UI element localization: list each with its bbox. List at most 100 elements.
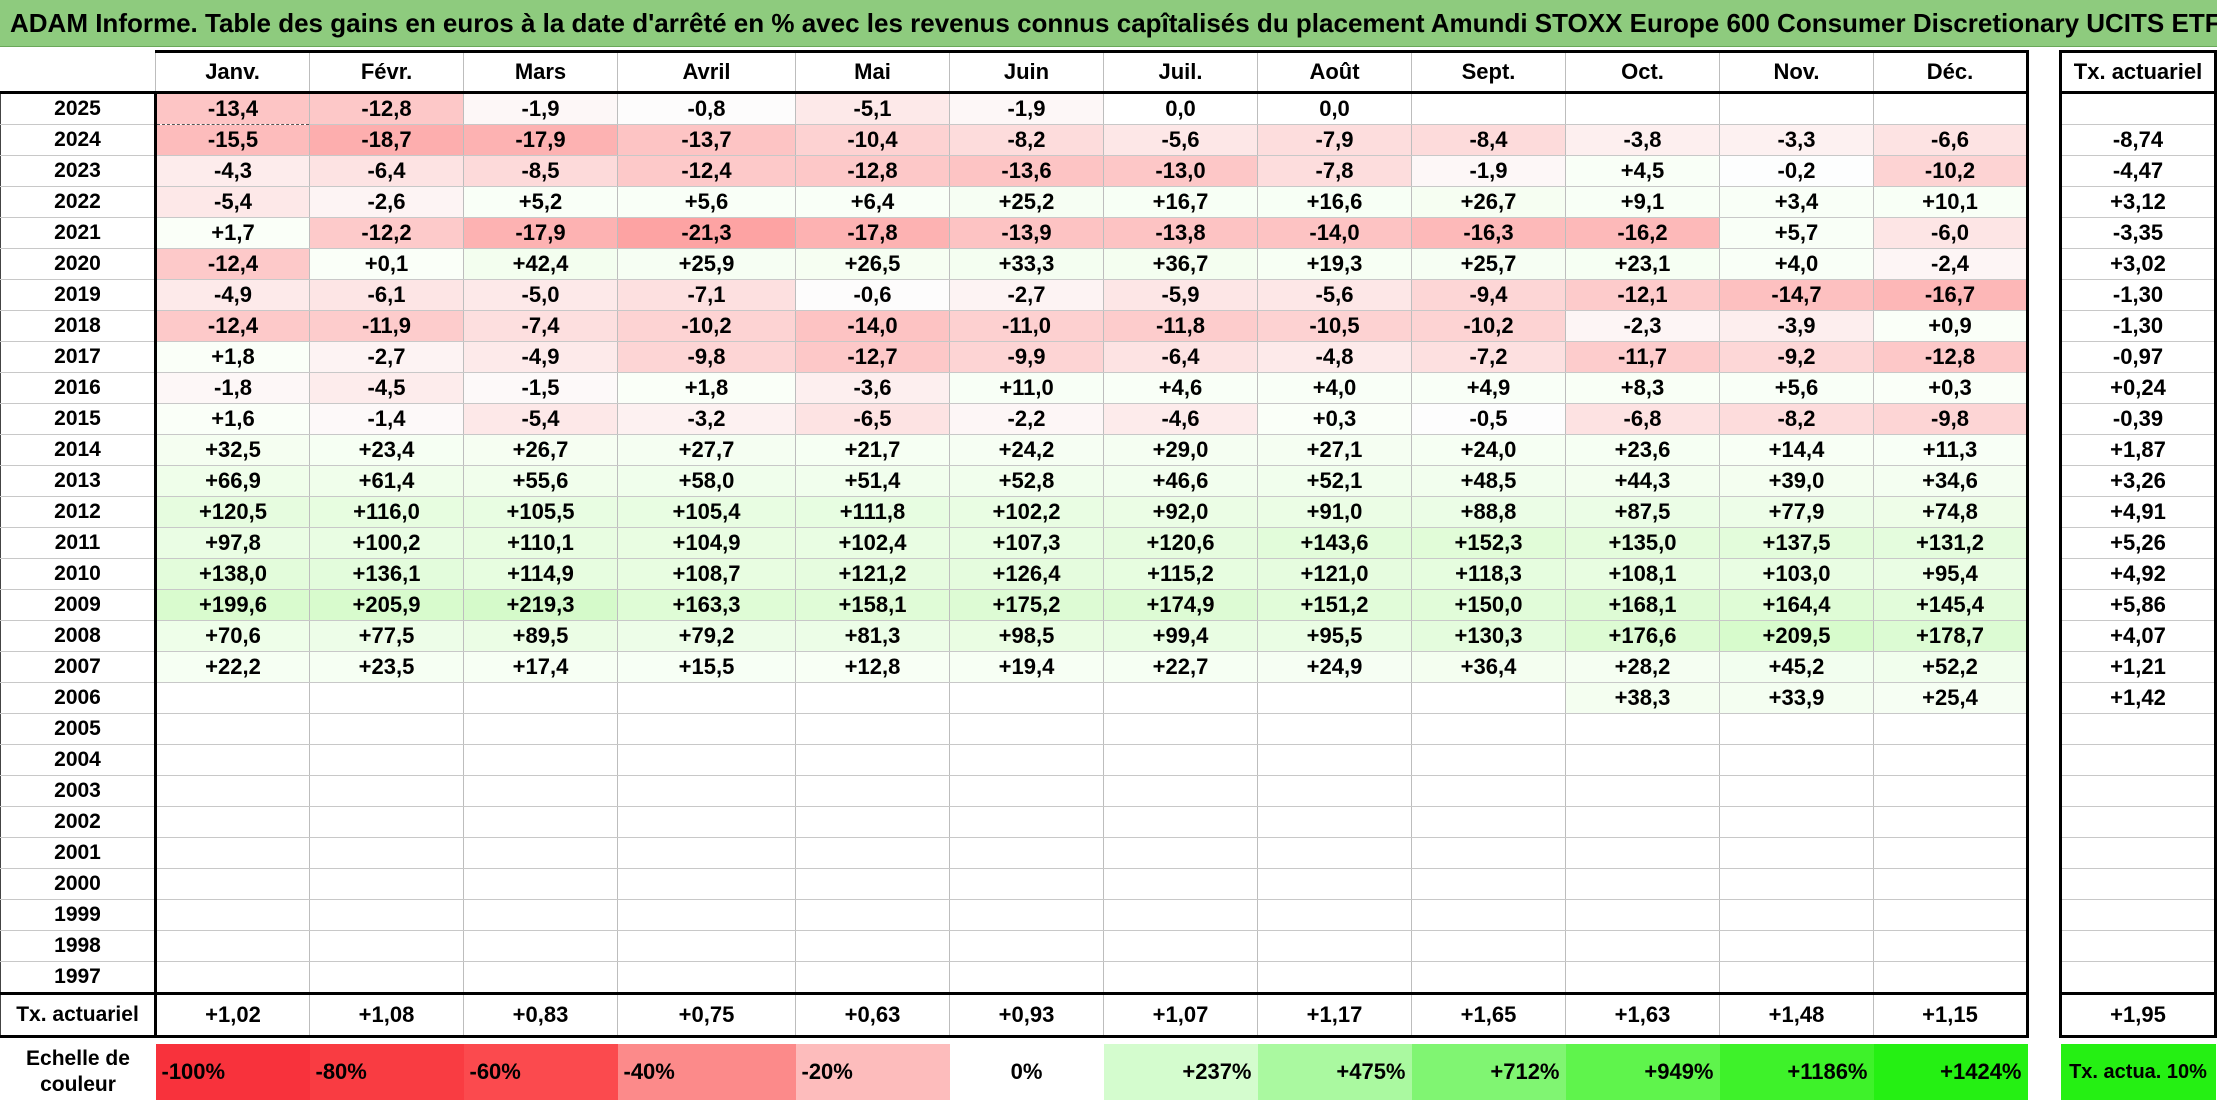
- gain-cell: +219,3: [463, 589, 618, 621]
- gain-cell: [155, 775, 310, 807]
- total-cell: +1,63: [1565, 992, 1720, 1038]
- table-row: 2024 -15,5 -18,7 -17,9 -13,7 -10,4 -8,2 -5,6 -7,…: [0, 124, 2029, 156]
- gain-cell: [155, 744, 310, 776]
- rate-row: +5,26: [2059, 527, 2217, 559]
- gain-cell: +27,7: [617, 434, 796, 466]
- gain-cell: [1565, 868, 1720, 900]
- rate-cell: -3,35: [2059, 217, 2217, 249]
- gain-cell: +145,4: [1873, 589, 2029, 621]
- gain-cell: +91,0: [1257, 496, 1412, 528]
- gain-cell: +0,1: [309, 248, 464, 280]
- gain-cell: [1103, 868, 1258, 900]
- gain-cell: -17,9: [463, 217, 618, 249]
- gain-cell: +4,0: [1257, 372, 1412, 404]
- gain-cell: +0,3: [1257, 403, 1412, 435]
- gain-cell: [1565, 713, 1720, 745]
- gain-cell: -12,4: [155, 248, 310, 280]
- year-label: 2023: [0, 155, 157, 187]
- gain-cell: +116,0: [309, 496, 464, 528]
- gain-cell: +102,4: [795, 527, 950, 559]
- gain-cell: -5,6: [1103, 124, 1258, 156]
- gain-cell: [309, 713, 464, 745]
- table-row: 2014 +32,5 +23,4 +26,7 +27,7 +21,7 +24,2 +29,0 +…: [0, 434, 2029, 466]
- table-row: 2018 -12,4 -11,9 -7,4 -10,2 -14,0 -11,0 -11,8 -1…: [0, 310, 2029, 342]
- gain-cell: +9,1: [1565, 186, 1720, 218]
- rate-row: +4,07: [2059, 620, 2217, 652]
- gain-cell: [309, 930, 464, 962]
- gain-cell: -1,5: [463, 372, 618, 404]
- gain-cell: +25,7: [1411, 248, 1566, 280]
- total-rate-cell: +1,95: [2059, 992, 2217, 1038]
- year-label: 1999: [0, 899, 157, 931]
- gain-cell: +12,8: [795, 651, 950, 683]
- gain-cell: -1,8: [155, 372, 310, 404]
- gain-cell: [617, 682, 796, 714]
- year-label: 2006: [0, 682, 157, 714]
- gain-cell: [463, 713, 618, 745]
- gain-cell: [463, 961, 618, 994]
- gain-cell: -2,7: [309, 341, 464, 373]
- rate-cell: [2059, 713, 2217, 745]
- rate-cell: +5,26: [2059, 527, 2217, 559]
- month-header: Mai: [795, 50, 950, 94]
- gain-cell: +120,5: [155, 496, 310, 528]
- gain-cell: -1,4: [309, 403, 464, 435]
- gain-cell: +11,0: [949, 372, 1104, 404]
- legend-swatch: -20%: [795, 1044, 950, 1100]
- rate-cell: +3,02: [2059, 248, 2217, 280]
- month-header: Déc.: [1873, 50, 2029, 94]
- rate-row: -8,74: [2059, 124, 2217, 156]
- gain-cell: +25,2: [949, 186, 1104, 218]
- gain-cell: [1873, 837, 2029, 869]
- gain-cell: -6,4: [309, 155, 464, 187]
- rate-row: +4,92: [2059, 558, 2217, 590]
- gain-cell: [1411, 775, 1566, 807]
- gain-cell: [1257, 682, 1412, 714]
- gain-cell: [1411, 837, 1566, 869]
- gain-cell: [155, 930, 310, 962]
- year-label: 2011: [0, 527, 157, 559]
- gain-cell: -7,9: [1257, 124, 1412, 156]
- total-cell: +1,07: [1103, 992, 1258, 1038]
- gain-cell: +34,6: [1873, 465, 2029, 497]
- gain-cell: +8,3: [1565, 372, 1720, 404]
- gain-cell: +79,2: [617, 620, 796, 652]
- rate-row: [2059, 775, 2217, 807]
- table-row: 2010 +138,0 +136,1 +114,9 +108,7 +121,2 +126,4…: [0, 558, 2029, 590]
- rate-row: +3,02: [2059, 248, 2217, 280]
- spacer-cell: [1874, 1037, 2028, 1045]
- rate-cell: [2059, 899, 2217, 931]
- gain-cell: +23,4: [309, 434, 464, 466]
- gain-cell: +14,4: [1719, 434, 1874, 466]
- rate-row: +5,86: [2059, 589, 2217, 621]
- gain-cell: -10,2: [1411, 310, 1566, 342]
- gain-cell: +58,0: [617, 465, 796, 497]
- gain-cell: -4,9: [155, 279, 310, 311]
- spacer-cell: [2061, 1037, 2216, 1045]
- gain-cell: +26,7: [1411, 186, 1566, 218]
- rate-cell: +0,24: [2059, 372, 2217, 404]
- gain-cell: [309, 837, 464, 869]
- gain-cell: +110,1: [463, 527, 618, 559]
- gain-cell: -5,4: [463, 403, 618, 435]
- gain-cell: +104,9: [617, 527, 796, 559]
- gain-cell: +23,5: [309, 651, 464, 683]
- gain-cell: +52,1: [1257, 465, 1412, 497]
- gain-cell: -9,9: [949, 341, 1104, 373]
- table-row: 2023 -4,3 -6,4 -8,5 -12,4 -12,8 -13,6 -13,0 -7,8…: [0, 155, 2029, 187]
- total-cell: +1,48: [1719, 992, 1874, 1038]
- month-header: Juin: [949, 50, 1104, 94]
- year-label: 1998: [0, 930, 157, 962]
- table-row: 2020 -12,4 +0,1 +42,4 +25,9 +26,5 +33,3 +36,7 +1…: [0, 248, 2029, 280]
- gain-cell: -3,2: [617, 403, 796, 435]
- gain-cell: +89,5: [463, 620, 618, 652]
- table-row: 2008 +70,6 +77,5 +89,5 +79,2 +81,3 +98,5 +99,4 +…: [0, 620, 2029, 652]
- gain-cell: [1873, 713, 2029, 745]
- gain-cell: -14,7: [1719, 279, 1874, 311]
- table-row: 2019 -4,9 -6,1 -5,0 -7,1 -0,6 -2,7 -5,9 -5,6 -9,4…: [0, 279, 2029, 311]
- rate-row: -0,97: [2059, 341, 2217, 373]
- month-header: Mars: [463, 50, 618, 94]
- table-row: 2012 +120,5 +116,0 +105,5 +105,4 +111,8 +102,2…: [0, 496, 2029, 528]
- rate-cell: -1,30: [2059, 310, 2217, 342]
- gain-cell: +163,3: [617, 589, 796, 621]
